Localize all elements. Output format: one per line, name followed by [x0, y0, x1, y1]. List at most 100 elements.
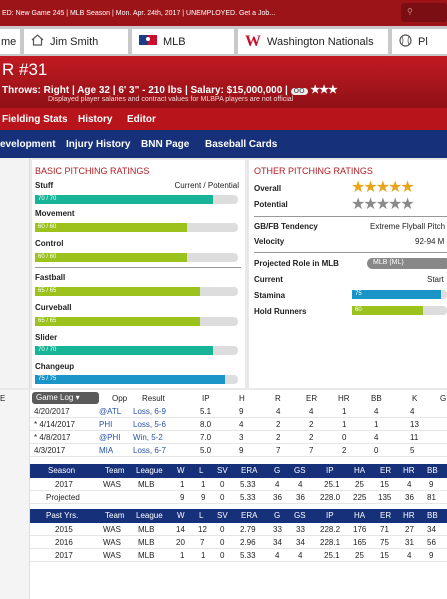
tab-manager[interactable]: Jim Smith: [24, 29, 128, 54]
col-header: K: [412, 394, 418, 403]
opponent-link[interactable]: @ATL: [99, 407, 122, 416]
rating-label: Slider: [35, 333, 58, 342]
stuff-bar: 70 / 70: [35, 195, 238, 204]
col-header: League: [136, 511, 163, 520]
col-header: HR: [403, 466, 415, 475]
rating-label: Fastball: [35, 273, 66, 282]
search-button[interactable]: ⚲: [401, 3, 447, 22]
rating-bar-fill: 60 / 60: [35, 253, 188, 262]
result-link[interactable]: Win, 5-2: [133, 433, 163, 442]
col-header: GS: [294, 466, 306, 475]
search-icon: ⚲: [407, 7, 413, 16]
divider: [254, 216, 447, 217]
status-badge: OO: [290, 88, 308, 95]
past-years-header-row: Past Yrs. Team League W L SV ERA G GS IP…: [30, 509, 447, 523]
stamina-bar: 75: [352, 290, 447, 299]
menu-development[interactable]: evelopment: [0, 138, 56, 150]
left-sidebar-lower: E: [0, 390, 30, 599]
col-header: BB: [371, 394, 382, 403]
gbfb-value: Extreme Flyball Pitch: [370, 222, 446, 231]
opponent-link[interactable]: @PHI: [99, 433, 121, 442]
tab-league[interactable]: MLB: [132, 29, 234, 54]
table-row[interactable]: * 4/14/2017 PHI Loss, 5-6 8.0 4 2 2 1 1 …: [30, 419, 447, 431]
col-header: HR: [338, 394, 350, 403]
player-info: Throws: Right | Age 32 | 6' 3" - 210 lbs…: [2, 84, 338, 96]
result-link[interactable]: Loss, 6-9: [133, 407, 166, 416]
rating-label: Curveball: [35, 303, 72, 312]
slider-bar: 70 / 70: [35, 346, 238, 355]
col-header: IP: [326, 511, 334, 520]
basic-pitching-panel: BASIC PITCHING RATINGS Stuff Current / P…: [32, 160, 245, 388]
col-header: W: [177, 511, 185, 520]
col-header: L: [199, 511, 204, 520]
status-text: ED: New Game 245 | MLB Season | Mon. Apr…: [2, 9, 276, 17]
col-header: R: [275, 394, 281, 403]
top-status-bar: ED: New Game 245 | MLB Season | Mon. Apr…: [0, 0, 447, 26]
home-icon: [31, 34, 44, 49]
menu-history[interactable]: History: [78, 113, 113, 125]
player-menu: Fielding Stats History Editor: [0, 108, 447, 130]
result-link[interactable]: Loss, 5-6: [133, 420, 166, 429]
result-link[interactable]: Loss, 6-7: [133, 446, 166, 455]
role-dropdown[interactable]: MLB (ML): [367, 258, 447, 269]
other-pitching-panel: OTHER PITCHING RATINGS Overall ★★★★★ Pot…: [249, 160, 447, 388]
menu-fielding-stats[interactable]: Fielding Stats: [2, 113, 68, 125]
rating-bar-fill: 65 / 65: [35, 287, 200, 296]
table-row[interactable]: 2015 WAS MLB 14 12 0 2.79 33 33 228.2 17…: [30, 524, 447, 536]
changeup-bar: 75 / 75: [35, 375, 238, 384]
rating-bar-fill: 70 / 70: [35, 195, 213, 204]
opponent-link[interactable]: MIA: [99, 446, 114, 455]
opponent-link[interactable]: PHI: [99, 420, 113, 429]
player-header: R #31 Throws: Right | Age 32 | 6' 3" - 2…: [0, 56, 447, 108]
tab-team[interactable]: W Washington Nationals: [238, 29, 388, 54]
col-header: SV: [217, 466, 228, 475]
col-header: Season: [48, 466, 76, 475]
nationals-logo-icon: W: [245, 32, 261, 50]
tab-home[interactable]: me: [0, 29, 20, 54]
col-header: ER: [380, 511, 392, 520]
role-label: Projected Role in MLB: [254, 259, 339, 268]
table-row[interactable]: Projected 9 9 0 5.33 36 36 228.0 225 135…: [30, 492, 447, 504]
player-submenu: evelopment Injury History BNN Page Baseb…: [0, 130, 447, 158]
menu-baseball-cards[interactable]: Baseball Cards: [205, 138, 278, 150]
rating-bar-fill: 65 / 65: [35, 317, 200, 326]
baseball-icon: [399, 33, 412, 50]
stats-tables: Game Log ▾ Opp Result IP H R ER HR BB K …: [30, 390, 447, 599]
menu-editor[interactable]: Editor: [127, 113, 156, 125]
overall-stars: ★★★★★: [351, 179, 415, 196]
col-header: HA: [354, 466, 366, 475]
menu-bnn-page[interactable]: BNN Page: [141, 138, 190, 150]
rating-bar-fill: 60 / 60: [35, 223, 188, 232]
velocity-label: Velocity: [254, 237, 285, 246]
tab-player[interactable]: Pl: [392, 29, 447, 54]
hold-runners-fill: 60: [352, 306, 424, 315]
rating-bar-fill: 75 / 75: [35, 375, 226, 384]
stamina-fill: 75: [352, 290, 442, 299]
col-header: Opp: [112, 394, 128, 403]
table-row[interactable]: 2016 WAS MLB 20 7 0 2.96 34 34 228.1 165…: [30, 537, 447, 549]
rating-label: Movement: [35, 209, 75, 218]
season-header-row: Season Team League W L SV ERA G GS IP HA…: [30, 464, 447, 478]
col-header: G: [274, 511, 281, 520]
col-header: IP: [326, 466, 334, 475]
rating-label: Stuff: [35, 181, 54, 190]
col-header: GS: [294, 511, 306, 520]
col-header: ER: [380, 466, 392, 475]
table-row[interactable]: 4/20/2017 @ATL Loss, 6-9 5.1 9 4 4 1 4 4: [30, 406, 447, 418]
table-row[interactable]: 2017 WAS MLB 1 1 0 5.33 4 4 25.1 25 15 4…: [30, 479, 447, 491]
star-rating: ★★★: [310, 84, 338, 96]
gbfb-label: GB/FB Tendency: [254, 222, 318, 231]
rating-bar-fill: 70 / 70: [35, 346, 213, 355]
velocity-value: 92-94 M: [415, 237, 445, 246]
table-row[interactable]: 4/3/2017 MIA Loss, 6-7 5.0 9 7 7 2 0 5: [30, 445, 447, 457]
table-row[interactable]: 2017 WAS MLB 1 1 0 5.33 4 4 25.1 25 15 4…: [30, 550, 447, 562]
col-header: W: [177, 466, 185, 475]
movement-bar: 60 / 60: [35, 223, 238, 232]
basic-ratings-title: BASIC PITCHING RATINGS: [35, 166, 150, 176]
menu-injury-history[interactable]: Injury History: [66, 138, 131, 150]
game-log-dropdown[interactable]: Game Log ▾: [32, 392, 99, 404]
table-row[interactable]: * 4/8/2017 @PHI Win, 5-2 7.0 3 2 2 0 4 1…: [30, 432, 447, 444]
player-number: R #31: [2, 60, 48, 79]
col-header: H: [239, 394, 245, 403]
fastball-bar: 65 / 65: [35, 287, 238, 296]
